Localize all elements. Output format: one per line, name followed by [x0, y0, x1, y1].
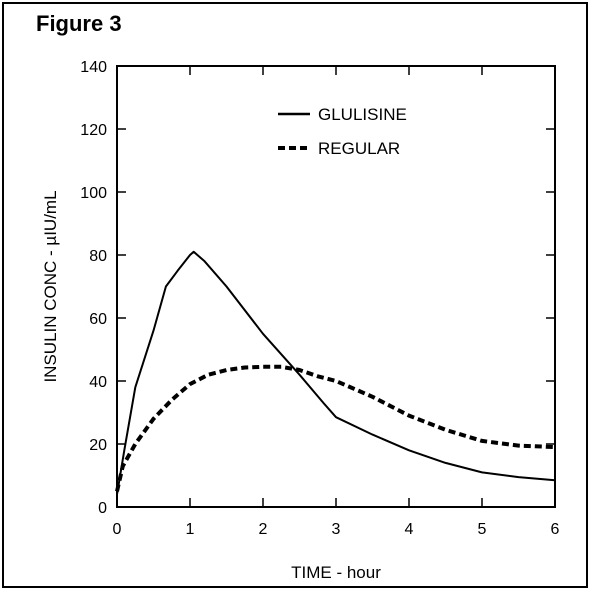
series-line-regular	[115, 364, 556, 492]
figure-frame	[2, 2, 588, 588]
plot-area	[116, 65, 556, 508]
x-tick-label: 4	[405, 521, 414, 538]
series-lines	[115, 250, 556, 495]
y-tick-label: 140	[80, 59, 107, 76]
legend: GLULISINE REGULAR	[278, 105, 407, 158]
y-tick-label: 80	[89, 248, 107, 265]
y-tick-label: 60	[89, 311, 107, 328]
y-tick-label: 40	[89, 374, 107, 391]
legend-label: GLULISINE	[318, 105, 407, 124]
x-axis-label: TIME - hour	[291, 563, 381, 582]
legend-label: REGULAR	[318, 139, 400, 158]
x-tick-label: 5	[478, 521, 487, 538]
figure-label: Figure 3	[36, 11, 122, 36]
y-tick-label: 100	[80, 185, 107, 202]
x-tick-label: 1	[186, 521, 195, 538]
y-tick-label: 120	[80, 122, 107, 139]
y-tick-label: 20	[89, 437, 107, 454]
y-tick-label: 0	[98, 500, 107, 517]
series-line-glulisine	[116, 250, 556, 495]
x-tick-label: 6	[551, 521, 560, 538]
y-axis-label: INSULIN CONC - µIU/mL	[41, 190, 60, 382]
x-tick-label: 0	[113, 521, 122, 538]
x-tick-label: 2	[259, 521, 268, 538]
x-tick-label: 3	[332, 521, 341, 538]
